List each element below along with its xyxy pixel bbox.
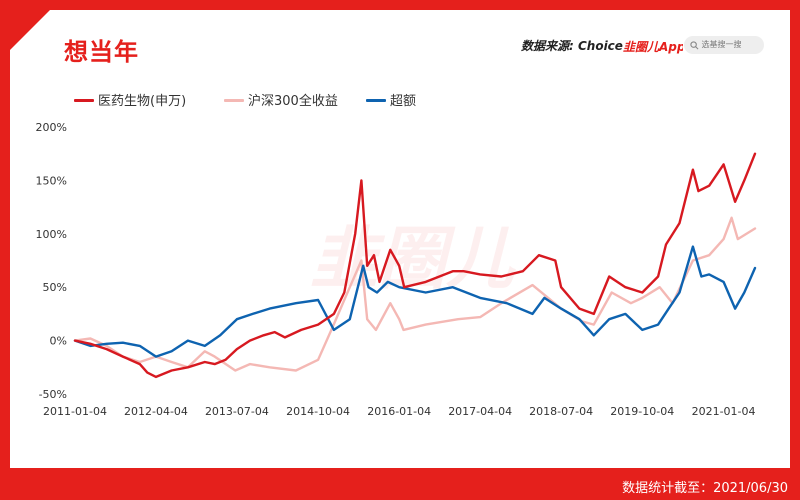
search-icon [690,40,699,49]
brand-logo: 韭圈儿App [623,40,683,54]
series-line-medicine [73,152,757,379]
legend-label-hs300: 沪深300全收益 [248,94,338,109]
legend-swatch-excess [366,99,386,102]
x-tick-label: 2021-01-04 [692,405,756,418]
x-tick-label: 2013-07-04 [205,405,269,418]
y-axis: -50% 0% 50% 100% 150% 200% [36,121,67,401]
chart-card: 想当年 数据来源: Choice 韭圈儿App 选基搜一搜 医药生物(申万) 沪… [10,10,790,468]
y-tick-label: 100% [36,228,67,241]
y-tick-label: 200% [36,121,67,134]
watermark: 韭圈儿 [310,220,516,299]
x-tick-label: 2017-04-04 [448,405,512,418]
legend-label-excess: 超额 [390,94,417,109]
y-tick-label: 50% [43,281,67,294]
y-tick-label: 0% [50,335,67,348]
search-box[interactable]: 选基搜一搜 [684,36,764,54]
x-axis: 2011-01-04 2012-04-04 2013-07-04 2014-10-04… [43,405,756,418]
x-tick-label: 2014-10-04 [286,405,350,418]
line-chart: 韭圈儿 -50% 0% 50% 100% 150% 200% 2011-01-04 2012… [36,121,757,418]
x-tick-label: 2019-10-04 [610,405,674,418]
y-tick-label: -50% [39,388,67,401]
x-tick-label: 2011-01-04 [43,405,107,418]
footer-note: 数据统计截至：2021/06/30 [622,481,788,496]
x-tick-label: 2018-07-04 [529,405,593,418]
brand-logo-text: 韭圈儿App [623,40,683,54]
legend-label-medicine: 医药生物(申万) [98,94,187,109]
corner-accent [10,10,50,50]
page-title: 想当年 [64,38,139,66]
x-tick-label: 2012-04-04 [124,405,188,418]
legend-swatch-hs300 [224,99,244,102]
x-tick-label: 2016-01-04 [367,405,431,418]
search-placeholder: 选基搜一搜 [701,40,742,49]
legend-swatch-medicine [74,99,94,102]
data-source-label: 数据来源: Choice [521,39,623,53]
series-line-hs300 [73,216,757,372]
y-tick-label: 150% [36,174,67,187]
series-layer [73,152,757,379]
series-line-excess [73,245,757,358]
